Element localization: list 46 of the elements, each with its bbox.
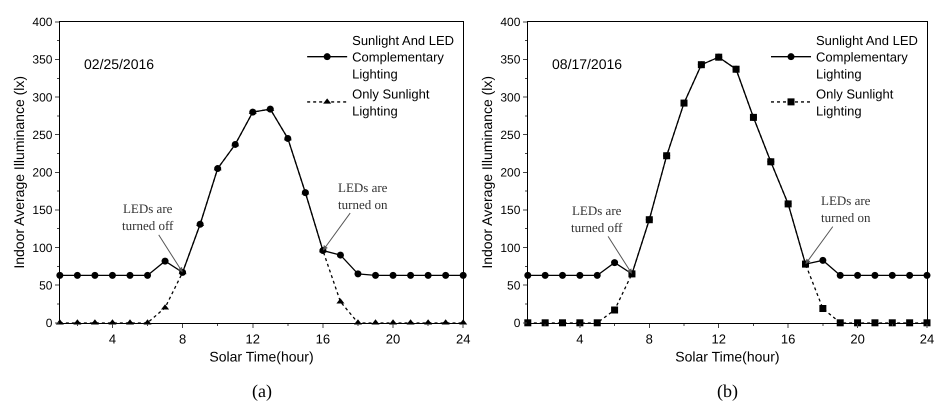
annotation: 08/17/2016 (552, 56, 622, 72)
y-axis-title: Indoor Average Illuminance (lx) (478, 76, 495, 269)
annotation: LEDs are turned off (122, 201, 174, 233)
x-tick-label: 12 (711, 331, 726, 346)
y-tick-label: 400 (32, 15, 53, 30)
annotation: LEDs are turned on (338, 180, 388, 212)
y-tick-label: 100 (500, 240, 521, 255)
y-tick-label: 350 (500, 52, 521, 67)
y-tick-label: 200 (500, 166, 521, 180)
x-axis-title: Solar Time(hour) (209, 348, 314, 365)
x-tick-label: 8 (646, 331, 653, 346)
y-tick-label: 100 (32, 240, 53, 255)
y-tick-label: 150 (32, 203, 53, 218)
annotation: LEDs are turned on (821, 193, 871, 225)
x-tick-label: 4 (108, 331, 116, 346)
x-tick-label: 16 (316, 331, 330, 346)
legend-label: Only Sunlight Lighting (816, 86, 894, 118)
legend-label: Sunlight And LED Complementary Lighting (352, 32, 454, 82)
annotation: 02/25/2016 (84, 56, 154, 72)
text: (b) (717, 381, 738, 401)
x-tick-label: 8 (178, 331, 186, 346)
y-tick-label: 50 (507, 278, 521, 292)
y-tick-label: 250 (32, 128, 53, 142)
y-tick-label: 50 (39, 278, 53, 292)
x-tick-label: 20 (850, 331, 865, 346)
y-tick-label: 150 (500, 203, 521, 218)
legend-label: Only Sunlight Lighting (352, 86, 430, 118)
y-tick-label: 250 (500, 128, 521, 142)
y-tick-label: 0 (514, 316, 521, 330)
y-tick-label: 300 (32, 90, 53, 104)
y-tick-label: 400 (500, 15, 521, 30)
x-tick-label: 16 (780, 331, 796, 346)
text: (a) (252, 381, 272, 401)
legend-label: Sunlight And LED Complementary Lighting (816, 32, 918, 82)
y-tick-label: 0 (46, 316, 53, 330)
x-tick-label: 24 (456, 331, 470, 346)
y-tick-label: 200 (32, 166, 53, 180)
y-axis-title: Indoor Average Illuminance (lx) (11, 76, 28, 269)
x-tick-label: 24 (920, 331, 934, 346)
y-tick-label: 300 (500, 90, 521, 104)
x-tick-label: 20 (386, 331, 400, 346)
annotation: LEDs are turned off (571, 203, 624, 235)
y-tick-label: 350 (32, 52, 53, 67)
x-tick-label: 12 (246, 331, 260, 346)
x-tick-label: 4 (576, 331, 584, 346)
x-axis-title: Solar Time(hour) (675, 348, 780, 365)
